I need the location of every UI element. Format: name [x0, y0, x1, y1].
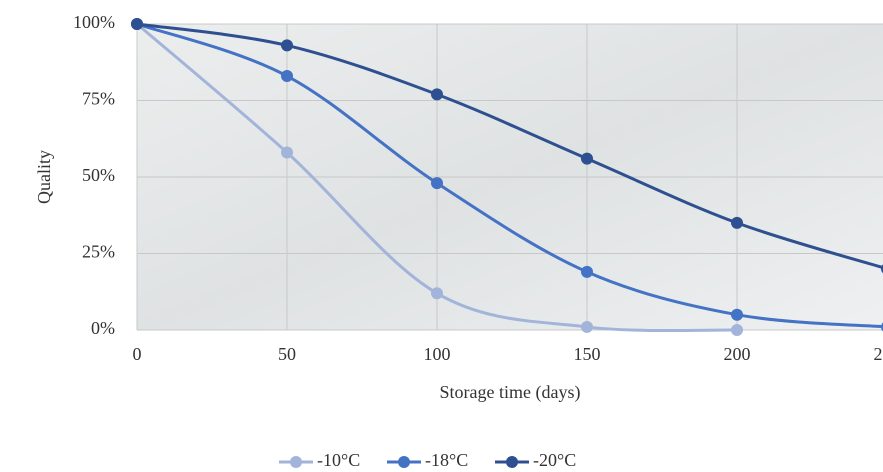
data-point	[281, 39, 293, 52]
legend-marker	[398, 456, 410, 468]
x-tick-label: 50	[278, 344, 296, 364]
y-tick-label: 100%	[73, 12, 115, 32]
legend-label: -10°C	[317, 450, 360, 470]
series-line	[136, 22, 883, 270]
y-tick-label: 25%	[82, 242, 115, 262]
data-point	[581, 320, 593, 333]
x-tick-label: 0	[133, 344, 142, 364]
data-point	[581, 152, 593, 165]
x-tick-label: 150	[574, 344, 601, 364]
x-axis-title: Storage time (days)	[440, 382, 581, 403]
data-point	[431, 88, 443, 101]
x-tick-label: 200	[724, 344, 751, 364]
y-axis-title: Quality	[34, 150, 54, 204]
data-point	[731, 216, 743, 229]
data-point	[581, 265, 593, 278]
series-line	[136, 22, 738, 333]
data-point	[281, 146, 293, 159]
data-point	[731, 308, 743, 321]
legend-marker	[506, 456, 518, 468]
data-point	[431, 177, 443, 190]
x-tick-label: 100	[424, 344, 451, 364]
x-tick-label: 250	[874, 344, 883, 364]
data-point	[281, 70, 293, 83]
series-line	[136, 22, 883, 329]
legend-marker	[290, 456, 302, 468]
data-point	[731, 324, 743, 336]
y-tick-label: 0%	[91, 318, 115, 338]
y-tick-label: 50%	[82, 165, 115, 185]
legend-label: -20°C	[533, 450, 576, 470]
legend-label: -18°C	[425, 450, 468, 470]
data-point	[131, 18, 143, 30]
y-tick-label: 75%	[82, 89, 115, 109]
data-point	[431, 287, 443, 300]
